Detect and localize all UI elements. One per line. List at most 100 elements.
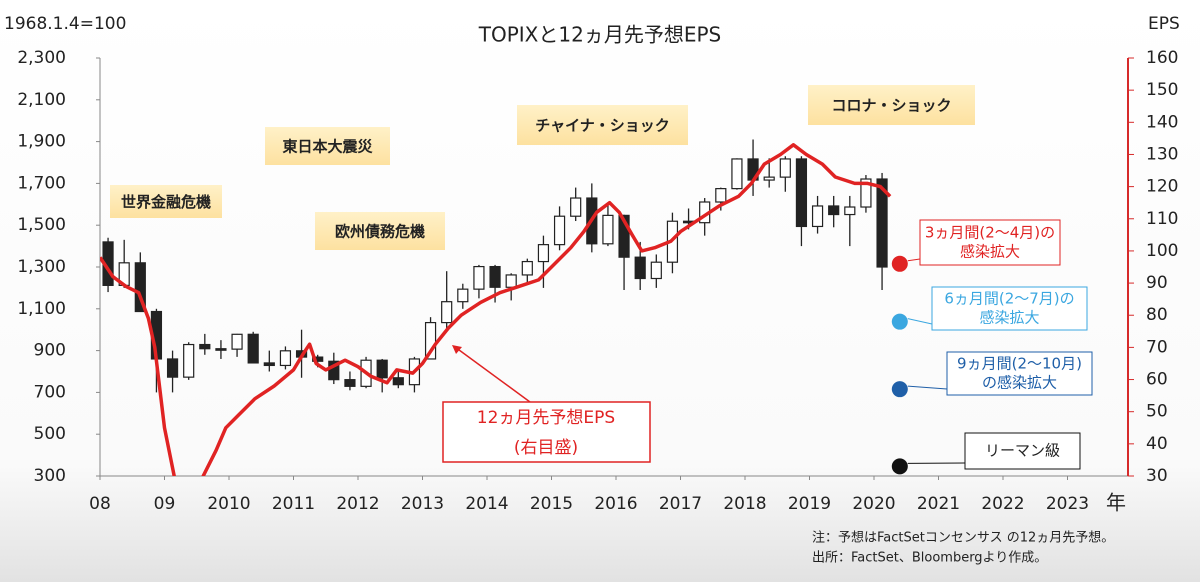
x-tick-label: 2021 bbox=[917, 494, 960, 514]
x-tick-label: 2010 bbox=[207, 494, 250, 514]
scenario-label: 3ヵ月間(2～4月)の bbox=[925, 224, 1055, 242]
candle-body bbox=[231, 333, 243, 350]
callout-label: 12ヵ月先予想EPS bbox=[477, 408, 615, 428]
y2-tick-label: 30 bbox=[1146, 466, 1168, 486]
note: 出所：FactSet、Bloombergより作成。 bbox=[812, 551, 1047, 566]
candle-body bbox=[279, 350, 292, 367]
scenario-label: リーマン級 bbox=[985, 442, 1060, 460]
y2-tick-label: 70 bbox=[1146, 337, 1168, 357]
candle-body bbox=[183, 343, 195, 378]
scenario-marker bbox=[891, 458, 908, 475]
candle-body bbox=[602, 214, 614, 245]
x-tick-label: 2017 bbox=[659, 494, 702, 514]
candle-body bbox=[650, 261, 662, 280]
right-unit-label: EPS bbox=[1148, 14, 1180, 34]
event-box bbox=[315, 212, 445, 250]
candle-body bbox=[537, 244, 550, 263]
x-tick-label: 2018 bbox=[723, 494, 766, 514]
candle-body bbox=[215, 348, 227, 351]
note: 注：予想はFactSetコンセンサス の12ヵ月先予想。 bbox=[812, 530, 1114, 546]
scenario-box bbox=[931, 286, 1088, 331]
y2-tick-label: 40 bbox=[1146, 434, 1168, 454]
x-tick-label: 09 bbox=[154, 494, 176, 514]
x-tick-label: 2011 bbox=[272, 494, 315, 514]
callout-arrowhead bbox=[452, 345, 462, 354]
candle-body bbox=[489, 265, 501, 288]
y-tick-label: 1,100 bbox=[17, 299, 66, 319]
candle-body bbox=[570, 197, 582, 217]
scenario-marker bbox=[891, 381, 908, 398]
scenario-label: 6ヵ月間(2～7月)の bbox=[944, 290, 1074, 308]
x-unit-label: 年 bbox=[1106, 491, 1126, 515]
candle-body bbox=[828, 205, 840, 216]
candle-body bbox=[263, 362, 275, 367]
y2-tick-label: 90 bbox=[1146, 273, 1168, 293]
x-tick-label: 2014 bbox=[465, 494, 508, 514]
scenario-box bbox=[946, 351, 1093, 396]
candle-body bbox=[844, 206, 856, 216]
candle-body bbox=[715, 188, 727, 203]
x-tick-label: 08 bbox=[89, 494, 111, 514]
event-box bbox=[265, 127, 390, 165]
callout-note: (右目盛) bbox=[514, 438, 578, 458]
y2-tick-label: 50 bbox=[1146, 402, 1168, 422]
candle-body bbox=[811, 205, 824, 228]
scenario-marker bbox=[891, 313, 908, 330]
y2-tick-label: 60 bbox=[1146, 370, 1168, 390]
scenario-label: 感染拡大 bbox=[979, 309, 1039, 327]
x-tick-label: 2019 bbox=[788, 494, 831, 514]
y2-tick-label: 80 bbox=[1146, 305, 1168, 325]
candle-body bbox=[553, 215, 566, 246]
callout-arrow bbox=[454, 346, 531, 403]
y2-tick-label: 130 bbox=[1146, 144, 1178, 164]
y2-tick-label: 120 bbox=[1146, 177, 1178, 197]
x-tick-label: 2022 bbox=[981, 494, 1024, 514]
eps-line bbox=[100, 143, 892, 476]
scenario-pointer bbox=[907, 258, 921, 262]
candle-body bbox=[634, 256, 646, 280]
x-tick-label: 2023 bbox=[1046, 494, 1089, 514]
candle-body bbox=[392, 377, 404, 386]
y2-tick-label: 150 bbox=[1146, 80, 1178, 100]
candle-body bbox=[134, 262, 146, 313]
x-tick-label: 2013 bbox=[401, 494, 444, 514]
callout-box bbox=[442, 401, 651, 463]
y-tick-label: 1,700 bbox=[17, 173, 66, 193]
candle-body bbox=[312, 356, 324, 362]
y-tick-label: 500 bbox=[34, 424, 66, 444]
scenario-label: 9ヵ月間(2～10月) bbox=[957, 355, 1082, 373]
scenario-pointer bbox=[907, 318, 933, 325]
candle-body bbox=[424, 321, 437, 360]
candle-body bbox=[618, 214, 630, 258]
event-box bbox=[110, 185, 222, 218]
y-tick-label: 2,300 bbox=[17, 48, 66, 68]
y-tick-label: 2,100 bbox=[17, 90, 66, 110]
candle-body bbox=[473, 265, 485, 290]
candle-body bbox=[763, 176, 775, 181]
event-label: 欧州債務危機 bbox=[335, 223, 425, 241]
y-tick-label: 1,300 bbox=[17, 257, 66, 277]
y-tick-label: 300 bbox=[34, 466, 66, 486]
candle-body bbox=[860, 178, 872, 208]
candle-body bbox=[521, 260, 533, 276]
candle-body bbox=[795, 158, 808, 228]
x-tick-label: 2020 bbox=[852, 494, 895, 514]
x-tick-label: 2016 bbox=[594, 494, 637, 514]
event-box bbox=[808, 85, 975, 125]
candle-body bbox=[376, 359, 388, 379]
y-tick-label: 900 bbox=[34, 341, 66, 361]
y-tick-label: 1,900 bbox=[17, 132, 66, 152]
scenario-box bbox=[964, 432, 1081, 470]
scenario-label: の感染拡大 bbox=[982, 374, 1057, 392]
y-tick-label: 1,500 bbox=[17, 215, 66, 235]
candle-body bbox=[199, 343, 211, 350]
candle-body bbox=[247, 333, 259, 364]
candle-body bbox=[731, 158, 743, 190]
y2-tick-label: 140 bbox=[1146, 112, 1178, 132]
scenario-marker bbox=[891, 255, 908, 272]
scenario-pointer bbox=[907, 385, 948, 390]
y2-tick-label: 100 bbox=[1146, 241, 1178, 261]
candle-body bbox=[166, 358, 179, 378]
